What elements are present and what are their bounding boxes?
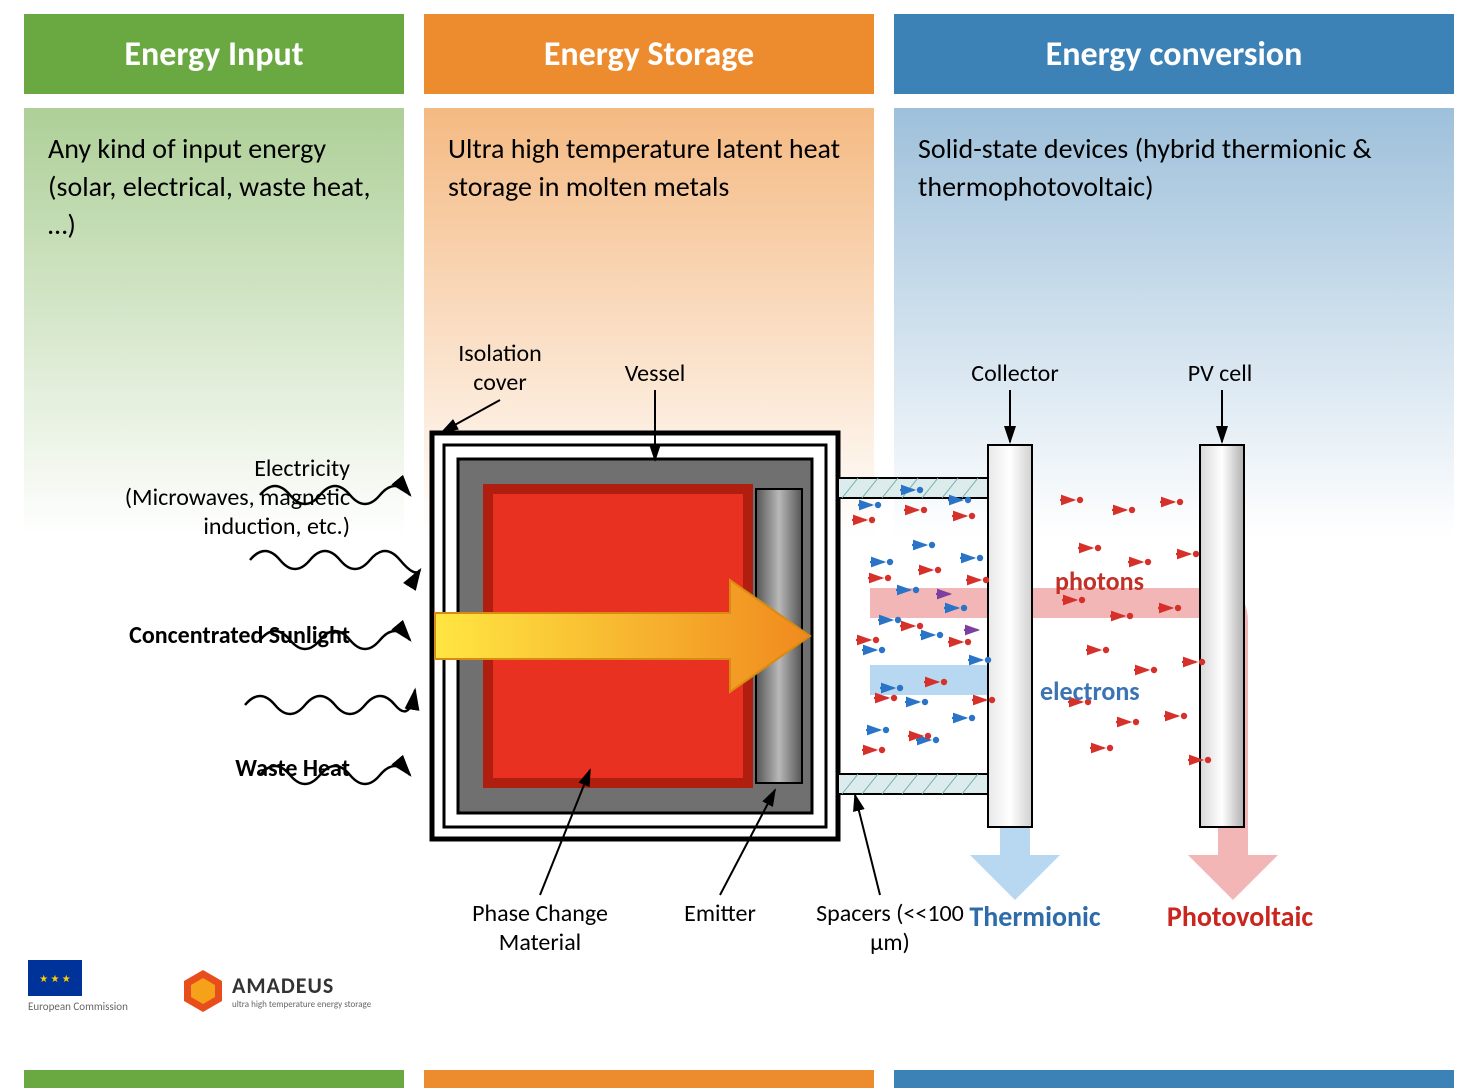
header-energy-input: Energy Input [24,14,404,94]
footer-bar-conversion [894,1070,1454,1088]
header-energy-storage: Energy Storage [424,14,874,94]
logo-amadeus: AMADEUS ultra high temperature energy st… [180,968,371,1014]
diagram-area: Electricity (Microwaves, magnetic induct… [0,330,1475,1010]
label-photons-text: photons [1055,565,1144,597]
input-waves [245,486,420,784]
spacers [838,478,988,794]
pv-cell-bar [1200,445,1244,827]
label-electrons-text: electrons [1040,675,1140,707]
footer-bar-storage [424,1070,874,1088]
collector-bar [988,445,1032,827]
footer-bar-input [24,1070,404,1088]
header-energy-conversion: Energy conversion [894,14,1454,94]
logo-eu: ★ ★ ★ European Commission [28,960,148,1013]
diagram-svg: photons electrons [0,330,1475,1010]
